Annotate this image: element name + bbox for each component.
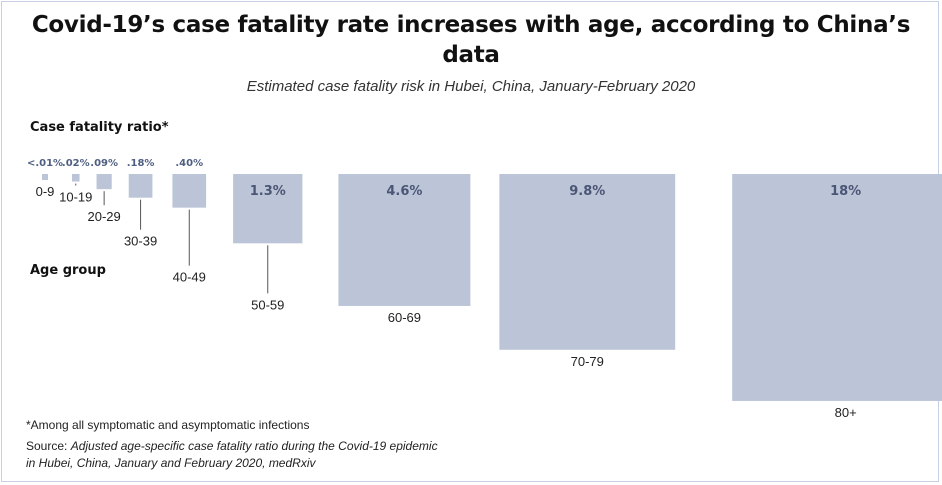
source-text: Adjusted age-specific case fatality rati… [26, 439, 438, 470]
footnote: *Among all symptomatic and asymptomatic … [26, 418, 310, 432]
value-label-70-79: 9.8% [569, 184, 605, 199]
value-label-0-9: <.01% [27, 158, 63, 169]
chart-subtitle: Estimated case fatality risk in Hubei, C… [246, 78, 696, 95]
age-label-20-29: 20-29 [88, 209, 121, 224]
value-axis-label: Case fatality ratio* [30, 120, 169, 135]
source-prefix: Source: [26, 439, 71, 453]
age-label-70-79: 70-79 [571, 354, 604, 369]
age-label-30-39: 30-39 [124, 234, 157, 249]
age-label-50-59: 50-59 [251, 297, 284, 312]
value-label-20-29: .09% [90, 158, 118, 169]
fatality-square-80+ [732, 174, 942, 401]
value-label-60-69: 4.6% [386, 184, 422, 199]
fatality-square-40-49 [172, 174, 207, 208]
fatality-square-30-39 [128, 174, 153, 198]
fatality-square-10-19 [72, 174, 80, 182]
age-label-60-69: 60-69 [388, 310, 421, 325]
age-group-label: Age group [30, 263, 106, 278]
value-label-50-59: 1.3% [250, 184, 286, 199]
age-label-40-49: 40-49 [173, 270, 206, 285]
value-label-10-19: .02% [62, 158, 90, 169]
value-label-40-49: .40% [175, 158, 203, 169]
value-label-30-39: .18% [127, 158, 155, 169]
fatality-square-50-59 [233, 174, 303, 244]
fatality-square-0-9 [42, 174, 48, 180]
age-label-80+: 80+ [835, 405, 857, 420]
fatality-square-60-69 [338, 174, 471, 306]
source-note: Source: Adjusted age-specific case fatal… [26, 438, 446, 472]
age-label-0-9: 0-9 [36, 184, 55, 199]
age-label-10-19: 10-19 [59, 190, 92, 205]
fatality-square-20-29 [96, 174, 112, 190]
chart-title: Covid-19’s case fatality rate increases … [31, 12, 911, 68]
fatality-square-70-79 [499, 174, 676, 350]
value-label-80+: 18% [830, 184, 861, 199]
